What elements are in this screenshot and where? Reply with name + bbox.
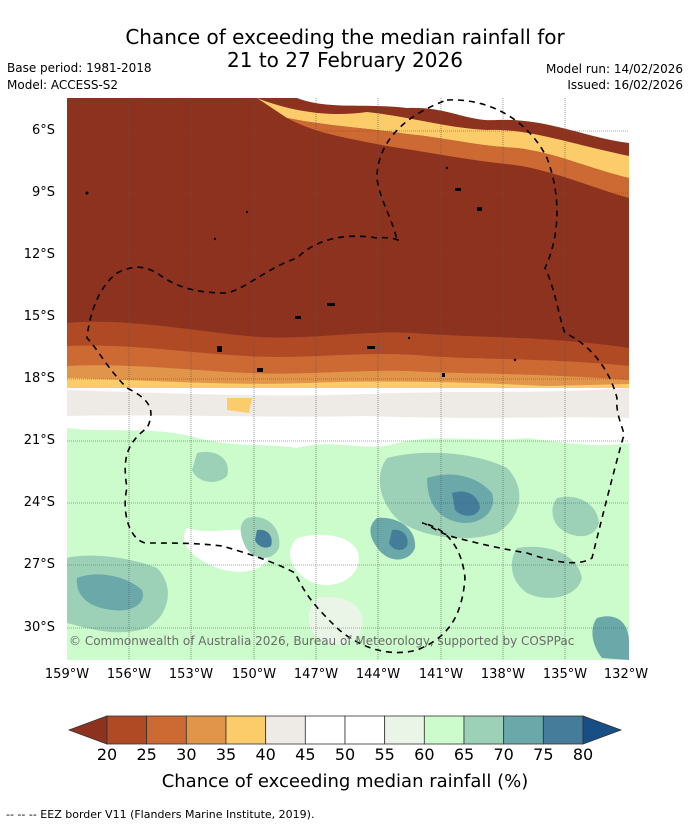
island [407,336,411,340]
island [217,346,222,352]
rainfall-map-svg [67,98,629,660]
colorbar-tick-label: 25 [136,745,157,764]
island [442,373,445,377]
island [295,316,301,319]
colorbar-segment [185,715,227,745]
model-name: Model: ACCESS-S2 [7,78,119,92]
colorbar-tick-label: 80 [572,745,594,764]
colorbar-tick-label: 35 [215,745,237,764]
colorbar-segment [384,715,425,745]
colorbar-extend-high [582,715,623,745]
lon-label: 147°W [293,667,339,682]
colorbar-tick-label: 70 [493,745,514,764]
eez-legend-footer: -- -- -- EEZ border V11 (Flanders Marine… [6,808,315,821]
lat-label: 21°S [23,433,55,448]
wet-patch-corner [592,616,629,660]
base-period: Base period: 1981-2018 [7,61,152,75]
colorbar-tick-label: 20 [96,745,118,764]
wet-patch-nw [192,451,228,482]
colorbar-tick-label: 30 [176,745,197,764]
neutral-patch-2 [290,534,359,586]
colorbar-tick-label: 65 [453,745,475,764]
map-title-line2: 21 to 27 February 2026 [227,48,463,72]
lat-label: 6°S [31,123,55,138]
wetter-patch-west [76,574,143,611]
neutral-region-north [257,98,629,143]
lon-label: 153°W [168,667,214,682]
model-run-date: Model run: 14/02/2026 [545,62,683,76]
copyright-notice: © Commonwealth of Australia 2026, Bureau… [69,634,575,648]
island [213,237,217,241]
lat-label: 18°S [23,371,55,386]
wettest-patch-central [389,529,408,550]
island [513,358,517,362]
colorbar-extend-low [67,715,108,745]
colorbar-tick-label: 40 [255,745,276,764]
colorbar-tick-label: 75 [533,745,554,764]
colorbar-tick-label: 60 [414,745,435,764]
lon-label: 159°W [44,667,90,682]
colorbar-segment [106,715,148,745]
colorbar-segment [503,715,544,745]
colorbar-segment [304,715,346,745]
lon-label: 138°W [480,667,526,682]
colorbar-segment [542,715,584,745]
colorbar-tick-label: 45 [295,745,316,764]
colorbar-segment [146,715,187,745]
dry-patch [227,398,252,413]
lon-label: 156°W [106,667,152,682]
colorbar-segment [225,715,267,745]
lat-label: 30°S [23,620,55,635]
wettest-patch-mid [255,529,272,548]
colorbar-segment [463,715,505,745]
lon-label: 135°W [542,667,588,682]
wet-patch-se [511,546,582,598]
colorbar [67,715,623,745]
island [367,346,375,349]
island [327,303,335,306]
islands [85,166,517,377]
lat-label: 27°S [23,557,55,572]
lat-label: 9°S [31,185,55,200]
colorbar-segment [265,715,306,745]
rainfall-map [67,98,629,660]
neutral-patch-3 [308,597,363,644]
island [245,210,249,214]
map-title-line1: Chance of exceeding the median rainfall … [125,25,565,49]
lat-label: 12°S [23,247,55,262]
colorbar-title: Chance of exceeding median rainfall (%) [161,771,529,792]
colorbar-segment [423,715,465,745]
colorbar-segment [344,715,386,745]
wet-patch-e [552,496,599,537]
wettest-patch-east [452,491,480,516]
island [445,166,449,170]
island [257,368,263,372]
lon-label: 132°W [603,667,649,682]
lat-label: 24°S [23,495,55,510]
island [455,188,461,191]
lon-label: 150°W [231,667,277,682]
slightly-below-median-band [67,388,629,418]
issued-date: Issued: 16/02/2026 [567,78,683,92]
lat-label: 15°S [23,309,55,324]
colorbar-tick-label: 55 [374,745,395,764]
below-median-band-north [257,98,629,178]
island [477,207,482,211]
island [85,191,89,195]
eez-border [86,99,625,654]
lon-label: 144°W [355,667,401,682]
colorbar-tick-label: 50 [334,745,356,764]
dry-band-north [287,118,629,198]
lon-label: 141°W [418,667,464,682]
graticule [67,98,629,660]
